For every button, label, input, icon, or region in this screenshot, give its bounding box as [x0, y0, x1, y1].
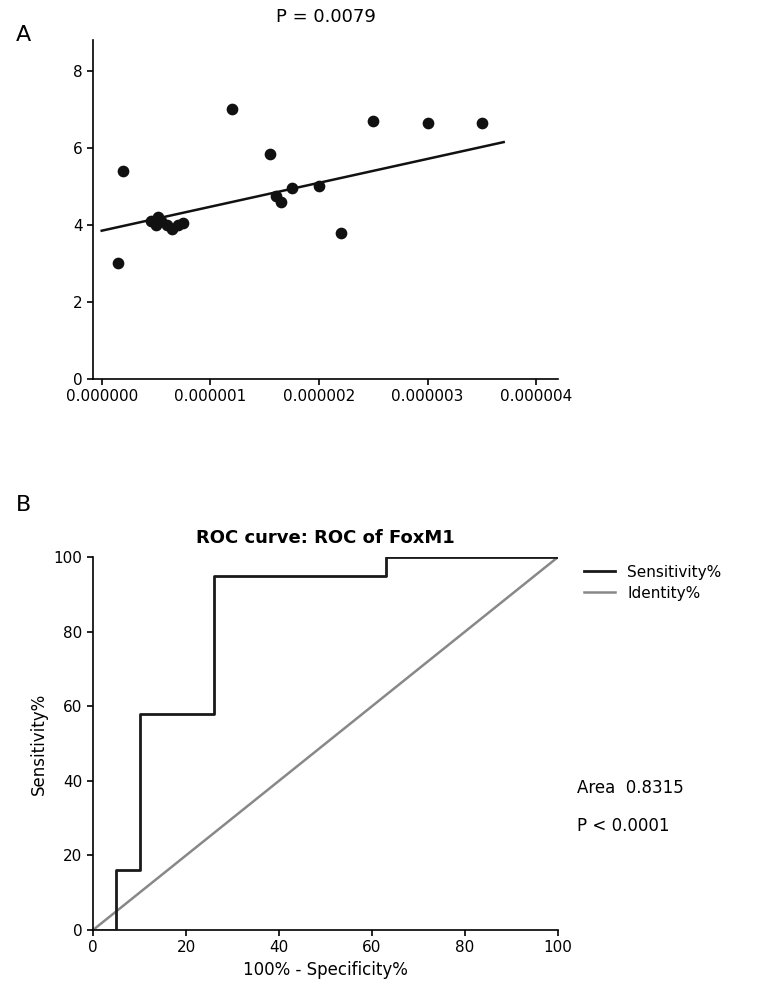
- Point: [150, 217, 162, 233]
- Point: [160, 217, 173, 233]
- Sensitivity%: [381, 570, 391, 582]
- Point: [264, 146, 277, 162]
- Sensitivity%: [553, 551, 563, 563]
- Sensitivity%: [112, 864, 121, 876]
- Point: [335, 225, 347, 241]
- Point: [270, 188, 282, 204]
- Point: [275, 194, 288, 210]
- Title: ROC curve: ROC of FoxM1: ROC curve: ROC of FoxM1: [196, 529, 455, 547]
- X-axis label: 100% - Specificity%: 100% - Specificity%: [243, 961, 408, 979]
- Text: Area  0.8315: Area 0.8315: [577, 779, 684, 797]
- Legend: Sensitivity%, Identity%: Sensitivity%, Identity%: [584, 565, 722, 601]
- Point: [422, 115, 434, 131]
- Point: [286, 180, 298, 196]
- Text: P = 0.0079: P = 0.0079: [276, 8, 375, 26]
- Point: [112, 255, 124, 271]
- Y-axis label: Sensitivity%: Sensitivity%: [30, 692, 48, 795]
- Sensitivity%: [135, 708, 144, 720]
- Sensitivity%: [209, 708, 219, 720]
- Point: [144, 213, 157, 229]
- Sensitivity%: [381, 551, 391, 563]
- Sensitivity%: [209, 570, 219, 582]
- Point: [152, 209, 164, 225]
- Point: [476, 115, 488, 131]
- Point: [226, 101, 238, 117]
- Text: B: B: [16, 495, 31, 515]
- Point: [155, 213, 167, 229]
- Point: [313, 178, 326, 194]
- Line: Sensitivity%: Sensitivity%: [93, 557, 558, 930]
- Sensitivity%: [135, 864, 144, 876]
- Sensitivity%: [88, 924, 98, 936]
- Text: P < 0.0001: P < 0.0001: [577, 817, 669, 835]
- Point: [117, 163, 129, 179]
- Point: [177, 215, 189, 231]
- Text: A: A: [16, 25, 31, 45]
- Point: [166, 221, 178, 237]
- Point: [171, 217, 184, 233]
- Point: [367, 113, 380, 129]
- Sensitivity%: [112, 924, 121, 936]
